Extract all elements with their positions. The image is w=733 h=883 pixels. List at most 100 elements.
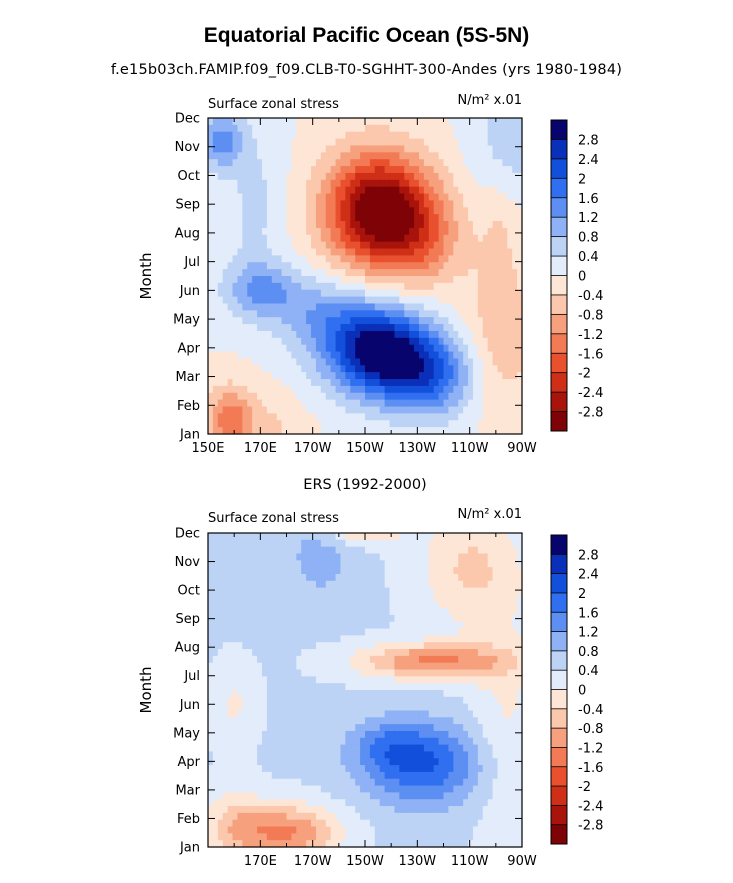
heatmap-cell bbox=[428, 420, 435, 428]
heatmap-cell bbox=[453, 324, 459, 332]
heatmap-cell bbox=[477, 655, 484, 664]
heatmap-cell bbox=[482, 172, 489, 181]
heatmap-cell bbox=[296, 118, 302, 126]
heatmap-cell bbox=[418, 118, 425, 126]
heatmap-cell bbox=[517, 594, 523, 602]
heatmap-cell bbox=[404, 737, 410, 746]
heatmap-cell bbox=[360, 248, 366, 256]
heatmap-cell bbox=[448, 241, 454, 250]
heatmap-cell bbox=[389, 172, 396, 181]
heatmap-cell bbox=[497, 179, 503, 188]
heatmap-cell bbox=[345, 138, 351, 147]
heatmap-cell bbox=[399, 601, 405, 609]
heatmap-cell bbox=[257, 655, 263, 664]
heatmap-cell bbox=[482, 601, 489, 609]
heatmap-cell bbox=[222, 200, 229, 208]
heatmap-cell bbox=[365, 131, 371, 140]
heatmap-cell bbox=[242, 324, 248, 332]
heatmap-cell bbox=[355, 420, 361, 428]
heatmap-cell bbox=[355, 296, 361, 305]
heatmap-cell bbox=[276, 241, 283, 250]
heatmap-cell bbox=[517, 703, 523, 712]
heatmap-cell bbox=[369, 385, 376, 394]
heatmap-cell bbox=[365, 269, 371, 277]
heatmap-cell bbox=[477, 227, 484, 236]
second-panel-title: ERS (1992-2000) bbox=[303, 477, 427, 493]
heatmap-cell bbox=[345, 330, 351, 339]
heatmap-cell bbox=[296, 207, 302, 215]
heatmap-cell bbox=[428, 553, 435, 561]
heatmap-cell bbox=[271, 200, 278, 208]
heatmap-cell bbox=[414, 413, 420, 421]
heatmap-cell bbox=[448, 172, 454, 181]
heatmap-cell bbox=[492, 289, 499, 298]
heatmap-cell bbox=[374, 227, 381, 236]
heatmap-cell bbox=[217, 573, 224, 582]
heatmap-cell bbox=[399, 717, 405, 725]
heatmap-cell bbox=[492, 221, 499, 229]
heatmap-cell bbox=[222, 214, 229, 222]
heatmap-cell bbox=[369, 296, 376, 305]
heatmap-cell bbox=[325, 262, 332, 270]
heatmap-cell bbox=[414, 118, 420, 126]
heatmap-cell bbox=[276, 669, 283, 677]
heatmap-cell bbox=[247, 601, 253, 609]
heatmap-cell bbox=[306, 276, 312, 284]
heatmap-cell bbox=[438, 124, 445, 133]
heatmap-cell bbox=[448, 351, 454, 360]
heatmap-cell bbox=[301, 587, 307, 596]
heatmap-cell bbox=[414, 296, 420, 305]
heatmap-cell bbox=[384, 152, 391, 160]
heatmap-cell bbox=[394, 696, 400, 705]
heatmap-cell bbox=[394, 621, 400, 630]
heatmap-cell bbox=[453, 193, 459, 202]
heatmap-cell bbox=[252, 200, 258, 208]
heatmap-cell bbox=[217, 324, 224, 332]
heatmap-cell bbox=[296, 392, 302, 401]
heatmap-cell bbox=[306, 330, 312, 339]
heatmap-cell bbox=[453, 255, 459, 263]
heatmap-cell bbox=[394, 642, 400, 650]
heatmap-cell bbox=[409, 724, 415, 732]
heatmap-cell bbox=[453, 730, 459, 739]
heatmap-cell bbox=[423, 138, 430, 147]
heatmap-cell bbox=[517, 337, 523, 346]
heatmap-cell bbox=[502, 690, 508, 698]
heatmap-cell bbox=[365, 379, 371, 387]
heatmap-cell bbox=[217, 145, 224, 153]
heatmap-cell bbox=[345, 655, 351, 664]
heatmap-cell bbox=[463, 406, 469, 414]
heatmap-cell bbox=[281, 567, 288, 575]
heatmap-cell bbox=[350, 628, 356, 636]
heatmap-cell bbox=[433, 214, 440, 222]
heatmap-cell bbox=[384, 601, 391, 609]
heatmap-cell bbox=[448, 324, 454, 332]
heatmap-cell bbox=[242, 655, 248, 664]
heatmap-cell bbox=[242, 303, 248, 311]
heatmap-cell bbox=[463, 145, 469, 153]
heatmap-cell bbox=[266, 186, 273, 195]
heatmap-cell bbox=[301, 594, 307, 602]
heatmap-cell bbox=[477, 683, 484, 691]
heatmap-cell bbox=[291, 539, 297, 548]
heatmap-cell bbox=[217, 683, 224, 691]
heatmap-cell bbox=[325, 303, 332, 311]
heatmap-cell bbox=[384, 241, 391, 250]
heatmap-cell bbox=[281, 358, 288, 366]
heatmap-cell bbox=[487, 724, 494, 732]
heatmap-cell bbox=[360, 303, 366, 311]
heatmap-cell bbox=[374, 276, 381, 284]
heatmap-cell bbox=[482, 365, 489, 373]
heatmap-cell bbox=[217, 310, 224, 318]
heatmap-cell bbox=[261, 676, 268, 684]
heatmap-cell bbox=[418, 179, 425, 188]
heatmap-cell bbox=[399, 344, 405, 353]
heatmap-cell bbox=[492, 207, 499, 215]
heatmap-cell bbox=[306, 560, 312, 568]
heatmap-cell bbox=[468, 560, 474, 568]
heatmap-cell bbox=[311, 413, 317, 421]
heatmap-cell bbox=[399, 221, 405, 229]
heatmap-cell bbox=[252, 358, 258, 366]
heatmap-cell bbox=[507, 385, 513, 394]
heatmap-cell bbox=[340, 385, 346, 394]
